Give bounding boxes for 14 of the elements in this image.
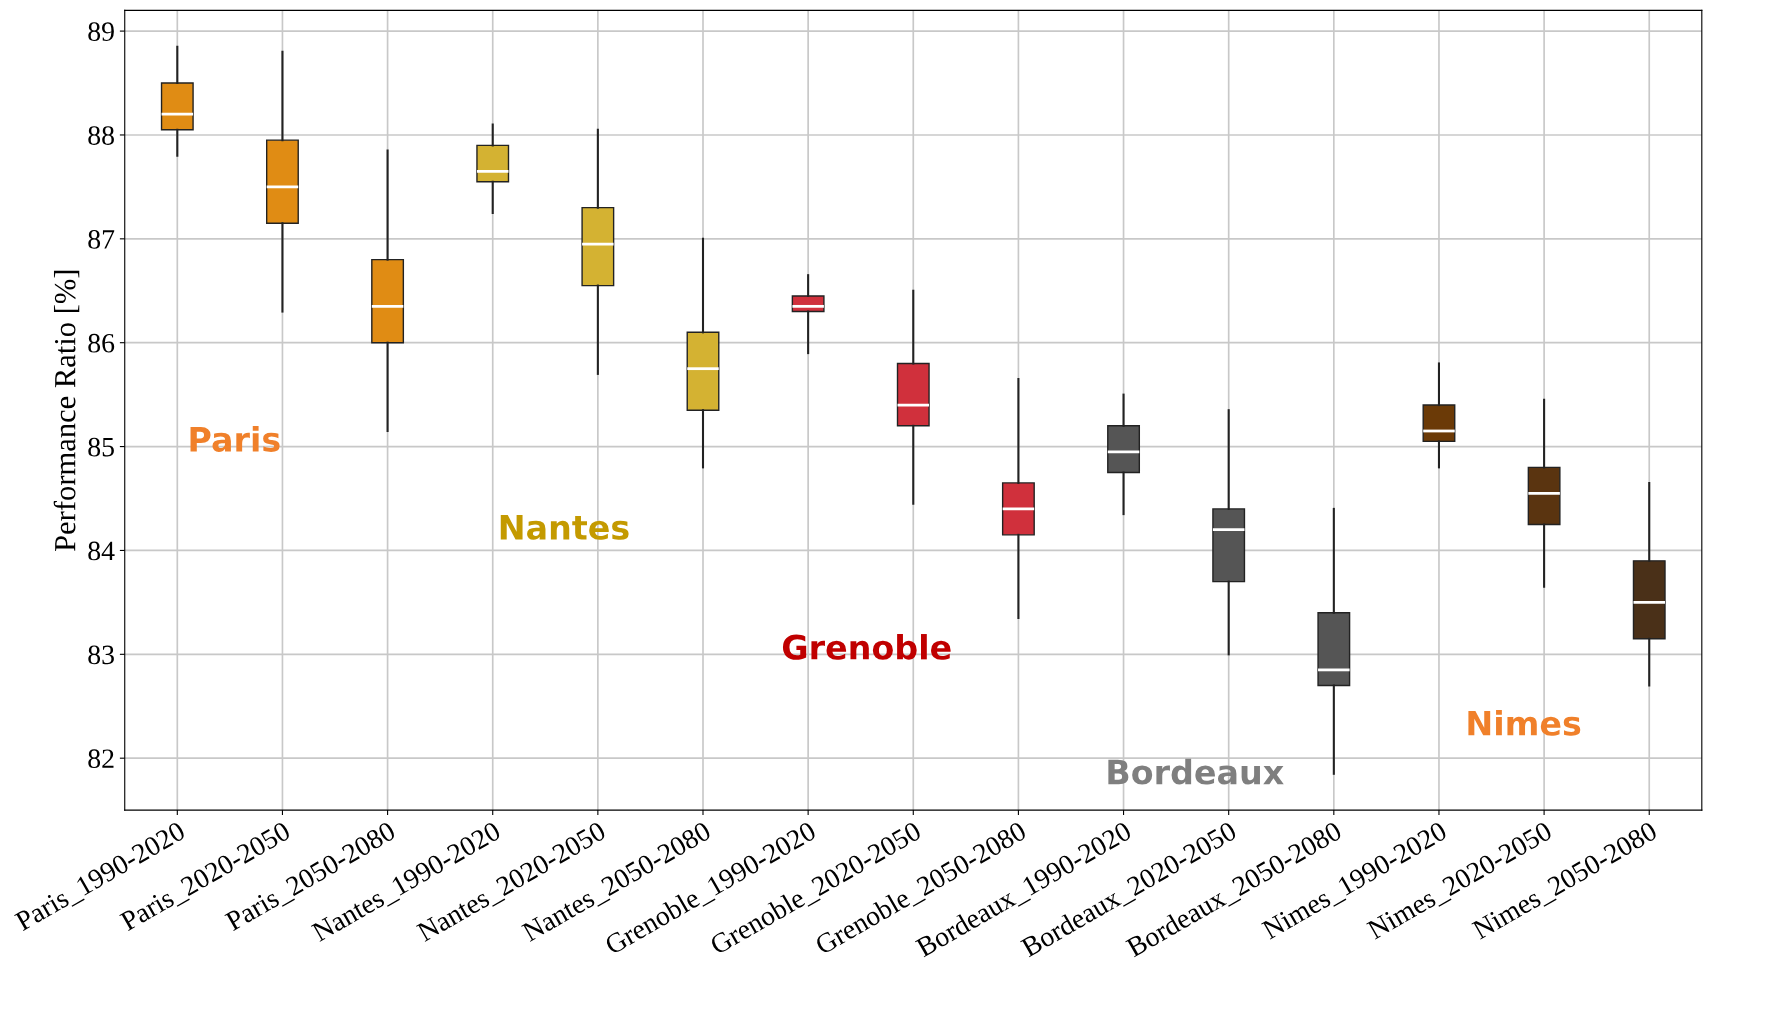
y-tick-label: 85 [88, 437, 114, 457]
y-tick-label: 89 [88, 22, 114, 42]
y-tick-label: 87 [88, 230, 115, 249]
annotation: Grenoble [782, 634, 951, 660]
y-tick-label: 86 [88, 333, 115, 353]
y-tick-label: 84 [88, 541, 115, 561]
annotation: Bordeaux [1108, 758, 1284, 785]
y-tick-label: 88 [88, 126, 114, 145]
y-tick-label: 82 [88, 749, 114, 769]
annotation: Nimes [1468, 710, 1581, 736]
annotation: Paris [190, 426, 280, 452]
annotation: Nantes [500, 515, 629, 540]
y-tick-label: 83 [88, 645, 114, 665]
y-axis-title: Performance Ratio [%] [53, 270, 80, 552]
